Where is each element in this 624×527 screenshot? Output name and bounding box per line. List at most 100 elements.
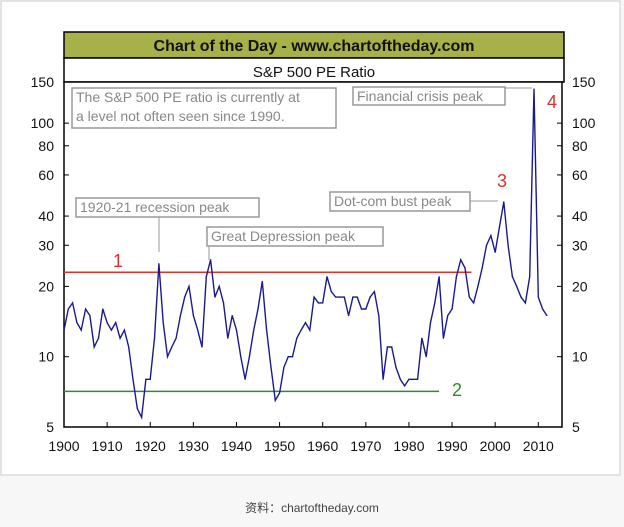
y-tick-label: 60 [38,167,54,183]
data-point [481,267,483,269]
reference-label-1: 1 [113,251,123,271]
info-annotation-text: The S&P 500 PE ratio is currently at [76,89,300,105]
data-point [322,302,324,304]
y-tick-label-right: 5 [572,419,580,435]
x-tick-label: 1970 [350,438,381,454]
data-point [317,302,319,304]
data-point [382,378,384,380]
data-point [209,259,212,261]
y-tick-label-right: 40 [572,208,588,224]
x-tick-label: 1950 [264,438,295,454]
data-point [287,356,289,358]
data-point [511,276,514,278]
data-point [503,201,505,203]
x-tick-label: 1930 [178,438,209,454]
data-point [473,302,475,304]
data-point [235,329,238,331]
data-point [270,366,272,368]
data-point [309,329,311,331]
y-tick-label: 150 [31,74,55,90]
data-point [145,378,147,380]
data-point [339,296,341,298]
data-point [524,302,526,304]
x-tick-label: 1940 [221,438,252,454]
data-point [412,378,414,380]
data-point [218,285,220,287]
data-point [115,321,117,324]
data-point [119,337,121,339]
data-point [141,416,143,418]
peak-label-4: 4 [547,92,557,112]
data-point [416,378,419,380]
data-point [343,296,345,298]
data-point [84,308,87,310]
dotcom-annotation-text: Dot-com bust peak [334,193,452,209]
depression-annotation-box [206,226,384,247]
data-point [529,276,531,278]
y-tick-label-right: 30 [572,237,588,253]
data-point [175,337,177,339]
data-point [404,385,406,387]
x-tick-label: 1990 [436,438,467,454]
x-tick-label: 2000 [480,438,511,454]
x-tick-label: 1920 [135,438,166,454]
data-point [197,329,199,331]
data-point [546,314,548,317]
y-tick-label: 30 [38,237,54,253]
data-point [67,308,69,310]
data-point [369,296,371,298]
data-point [464,267,466,269]
data-point [93,346,95,348]
y-tick-label: 10 [38,349,54,365]
y-tick-label: 40 [38,208,54,224]
data-point [149,378,151,380]
data-point [63,329,65,331]
x-tick-label: 1980 [393,438,424,454]
data-point [162,321,164,324]
data-point [395,366,397,368]
data-point [266,329,268,331]
data-point [468,296,470,298]
source-caption: 资料：chartoftheday.com [245,501,379,515]
data-point [222,302,225,304]
data-point [356,296,358,298]
y-tick-label: 80 [38,138,54,154]
data-point [110,329,113,331]
depression-annotation-text: Great Depression peak [211,228,356,244]
data-point [179,314,182,317]
data-point [291,356,294,358]
data-point [429,321,432,324]
data-point [283,366,285,368]
data-point [244,378,246,380]
data-point [516,285,518,287]
data-point [378,314,380,317]
data-point [421,337,423,339]
data-point [153,337,156,339]
info-annotation-text: a level not often seen since 1990. [76,108,285,124]
peak-label-3: 3 [497,171,507,191]
data-point [507,244,509,246]
data-point [304,321,307,324]
data-point [72,302,74,304]
y-tick-label: 100 [31,115,55,131]
data-point [399,378,401,380]
recession-annotation-text: 1920-21 recession peak [80,199,230,215]
x-tick-label: 1910 [92,438,123,454]
y-tick-label-right: 150 [572,74,596,90]
data-point [326,276,328,278]
data-point [451,308,453,310]
x-tick-label: 1900 [48,438,79,454]
data-point [184,296,186,298]
data-point [313,296,315,298]
data-point [171,346,173,348]
data-point [192,314,194,317]
banner-text: Chart of the Day - www.chartoftheday.com [154,38,475,55]
data-point [490,234,492,237]
data-point [227,337,229,339]
data-point [261,280,263,283]
y-tick-label-right: 80 [572,138,588,154]
data-point [460,259,462,261]
data-point [188,285,190,287]
